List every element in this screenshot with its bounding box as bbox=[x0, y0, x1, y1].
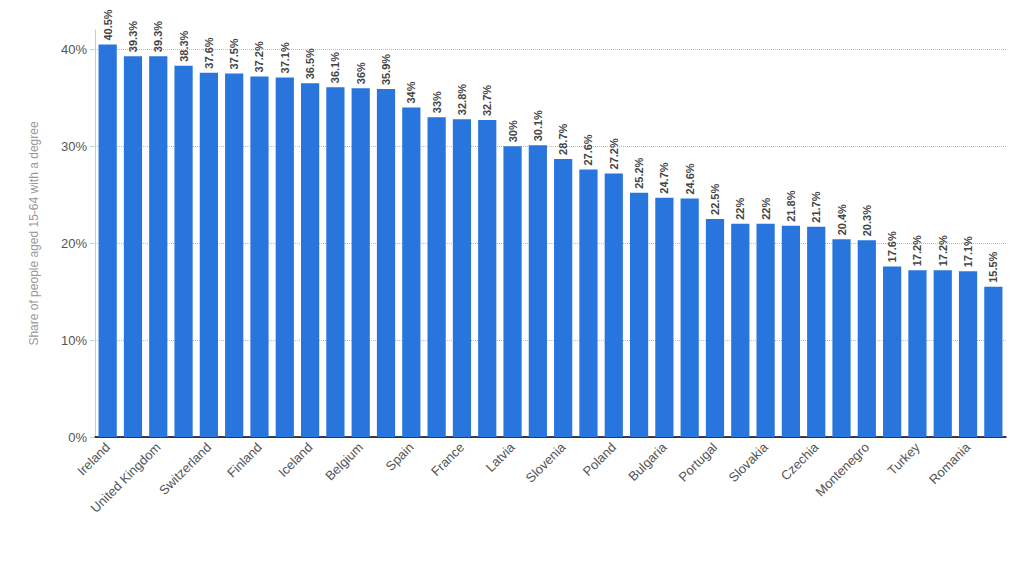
svg-text:20.4%: 20.4% bbox=[836, 204, 848, 235]
svg-text:36.1%: 36.1% bbox=[329, 52, 341, 83]
svg-text:Finland: Finland bbox=[224, 440, 265, 481]
svg-text:20%: 20% bbox=[61, 236, 87, 251]
svg-text:39.3%: 39.3% bbox=[127, 21, 139, 52]
svg-text:36.5%: 36.5% bbox=[304, 48, 316, 79]
svg-text:20.3%: 20.3% bbox=[861, 205, 873, 236]
svg-text:0%: 0% bbox=[68, 430, 87, 445]
svg-text:24.7%: 24.7% bbox=[658, 162, 670, 193]
svg-text:32.7%: 32.7% bbox=[481, 85, 493, 116]
svg-text:30%: 30% bbox=[61, 139, 87, 154]
svg-text:17.1%: 17.1% bbox=[962, 236, 974, 267]
svg-text:22%: 22% bbox=[734, 198, 746, 220]
svg-text:40%: 40% bbox=[61, 42, 87, 57]
svg-text:40.5%: 40.5% bbox=[102, 9, 114, 40]
svg-text:32.8%: 32.8% bbox=[456, 84, 468, 115]
svg-text:38.3%: 38.3% bbox=[178, 30, 190, 61]
svg-text:39.3%: 39.3% bbox=[152, 21, 164, 52]
svg-text:Spain: Spain bbox=[383, 440, 417, 474]
svg-text:21.7%: 21.7% bbox=[810, 191, 822, 222]
svg-text:22.5%: 22.5% bbox=[709, 184, 721, 215]
svg-text:Latvia: Latvia bbox=[483, 439, 519, 475]
svg-text:37.2%: 37.2% bbox=[253, 41, 265, 72]
svg-text:Belgium: Belgium bbox=[322, 440, 366, 484]
svg-text:30.1%: 30.1% bbox=[532, 110, 544, 141]
svg-text:Switzerland: Switzerland bbox=[156, 440, 214, 498]
svg-text:Slovakia: Slovakia bbox=[726, 439, 772, 485]
svg-text:10%: 10% bbox=[61, 333, 87, 348]
svg-text:Slovenia: Slovenia bbox=[523, 439, 569, 485]
svg-text:Share of people aged 15-64 wit: Share of people aged 15-64 with a degree bbox=[27, 121, 41, 345]
svg-text:Czechia: Czechia bbox=[778, 439, 822, 483]
svg-text:Iceland: Iceland bbox=[275, 440, 315, 480]
svg-text:25.2%: 25.2% bbox=[633, 157, 645, 188]
svg-text:United Kingdom: United Kingdom bbox=[88, 440, 164, 516]
svg-text:Turkey: Turkey bbox=[884, 439, 923, 478]
svg-text:33%: 33% bbox=[431, 91, 443, 113]
svg-text:Ireland: Ireland bbox=[74, 440, 113, 479]
svg-text:15.5%: 15.5% bbox=[987, 251, 999, 282]
svg-text:35.9%: 35.9% bbox=[380, 54, 392, 85]
svg-text:34%: 34% bbox=[405, 81, 417, 103]
svg-text:30%: 30% bbox=[507, 120, 519, 142]
svg-text:37.1%: 37.1% bbox=[279, 42, 291, 73]
svg-text:Montenegro: Montenegro bbox=[813, 440, 873, 500]
svg-text:28.7%: 28.7% bbox=[557, 123, 569, 154]
svg-text:27.2%: 27.2% bbox=[608, 138, 620, 169]
svg-text:Portugal: Portugal bbox=[675, 440, 720, 485]
svg-text:Bulgaria: Bulgaria bbox=[625, 439, 670, 484]
svg-text:27.6%: 27.6% bbox=[582, 134, 594, 165]
svg-text:Romania: Romania bbox=[926, 439, 974, 487]
svg-text:17.2%: 17.2% bbox=[911, 235, 923, 266]
svg-text:37.6%: 37.6% bbox=[203, 37, 215, 68]
svg-text:22%: 22% bbox=[760, 198, 772, 220]
svg-text:17.6%: 17.6% bbox=[886, 231, 898, 262]
svg-text:Poland: Poland bbox=[580, 440, 619, 479]
svg-text:21.8%: 21.8% bbox=[785, 190, 797, 221]
svg-text:24.6%: 24.6% bbox=[684, 163, 696, 194]
svg-text:17.2%: 17.2% bbox=[937, 235, 949, 266]
svg-text:36%: 36% bbox=[355, 62, 367, 84]
svg-text:37.5%: 37.5% bbox=[228, 38, 240, 69]
svg-text:France: France bbox=[428, 440, 467, 479]
